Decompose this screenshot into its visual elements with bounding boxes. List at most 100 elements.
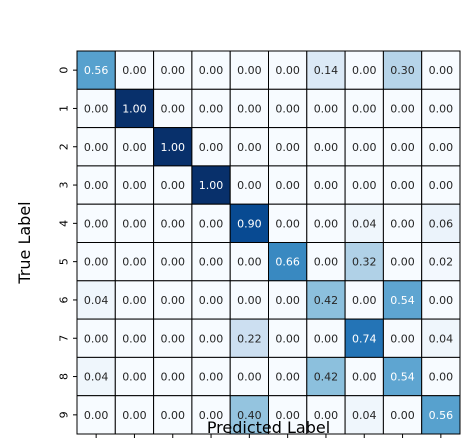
cell-value-label: 0.00 [122, 332, 147, 345]
cell-value-label: 0.00 [352, 141, 377, 154]
heatmap-cell [306, 88, 346, 129]
cell-value-label: 0.00 [122, 217, 147, 230]
cell-value-label: 0.00 [237, 294, 262, 307]
cell-value-label: 0.00 [122, 294, 147, 307]
cell-value-label: 0.90 [237, 217, 262, 230]
heatmap-cell [421, 356, 461, 397]
cell-value-label: 0.00 [199, 64, 224, 77]
y-tick-label: 1 [58, 105, 71, 112]
heatmap-cell [191, 280, 231, 320]
cell-value-label: 0.00 [390, 102, 415, 115]
heatmap-cell [191, 88, 231, 129]
cell-value-label: 0.00 [275, 217, 300, 230]
cell-value-label: 0.74 [352, 332, 377, 345]
cell-value-label: 0.00 [275, 294, 300, 307]
cell-value-label: 1.00 [122, 102, 147, 115]
x-axis-title: Predicted Label [207, 418, 330, 437]
cell-value-label: 0.00 [429, 64, 454, 77]
cell-value-label: 0.00 [390, 217, 415, 230]
cell-value-label: 0.00 [390, 179, 415, 192]
cell-value-label: 0.00 [161, 256, 186, 269]
cell-value-label: 0.04 [352, 409, 377, 422]
y-tick-label: 3 [58, 182, 71, 189]
cell-value-label: 0.00 [199, 256, 224, 269]
cell-value-label: 0.00 [161, 332, 186, 345]
cell-value-label: 0.00 [429, 141, 454, 154]
y-tick-label: 5 [58, 258, 71, 265]
heatmap-cell [306, 203, 346, 243]
cell-value-label: 0.22 [237, 332, 262, 345]
heatmap-cell [344, 88, 384, 129]
heatmap-cell [229, 203, 269, 243]
cell-value-label: 0.00 [161, 102, 186, 115]
heatmap-cell [114, 318, 155, 358]
cell-value-label: 0.00 [161, 179, 186, 192]
heatmap-cell [344, 280, 384, 320]
cell-value-label: 0.00 [314, 217, 339, 230]
cell-value-label: 0.00 [275, 332, 300, 345]
cell-value-label: 0.00 [122, 64, 147, 77]
cell-value-label: 0.00 [275, 102, 300, 115]
cell-value-label: 0.00 [122, 179, 147, 192]
cell-value-label: 0.00 [390, 409, 415, 422]
cell-value-label: 0.00 [161, 371, 186, 384]
cell-value-label: 0.06 [429, 217, 454, 230]
heatmap-cell [229, 318, 269, 358]
cell-value-label: 0.00 [199, 371, 224, 384]
heatmap-cell [382, 88, 423, 129]
cell-value-label: 0.00 [352, 294, 377, 307]
y-tick-label: 0 [58, 67, 71, 74]
heatmap-cell [382, 395, 423, 435]
heatmap-cell [191, 318, 231, 358]
heatmap-cell [421, 395, 461, 435]
cell-value-label: 0.04 [352, 217, 377, 230]
heatmap-cell [191, 242, 231, 282]
cell-value-label: 0.00 [429, 102, 454, 115]
cell-value-label: 0.00 [199, 332, 224, 345]
cell-value-label: 0.00 [314, 332, 339, 345]
heatmap-cell [382, 203, 423, 243]
heatmap-cell [306, 356, 346, 397]
cell-value-label: 0.00 [314, 102, 339, 115]
heatmap-cell [344, 203, 384, 243]
heatmap-cell [306, 165, 346, 205]
heatmap-cell [421, 203, 461, 243]
cell-value-label: 0.00 [275, 409, 300, 422]
cell-value-label: 0.00 [237, 179, 262, 192]
cell-value-label: 0.40 [237, 409, 262, 422]
cell-value-label: 0.00 [429, 371, 454, 384]
cell-value-label: 1.00 [161, 141, 186, 154]
cell-value-label: 0.00 [314, 409, 339, 422]
cell-value-label: 0.00 [199, 102, 224, 115]
cell-value-label: 0.00 [199, 141, 224, 154]
heatmap-cell [153, 318, 193, 358]
cell-value-label: 0.00 [390, 141, 415, 154]
heatmap-cell [421, 165, 461, 205]
cell-value-label: 0.42 [314, 371, 339, 384]
heatmap-cell [421, 127, 461, 167]
heatmap-cell [76, 242, 116, 282]
cell-value-label: 0.00 [275, 141, 300, 154]
heatmap-cell [306, 127, 346, 167]
heatmap-cell [191, 356, 231, 397]
heatmap-cell [344, 318, 384, 358]
cell-value-label: 0.00 [352, 371, 377, 384]
cell-value-label: 0.00 [122, 141, 147, 154]
heatmap-cell [76, 165, 116, 205]
cell-value-label: 0.00 [352, 179, 377, 192]
heatmap-cells: 0.56 0.00 0.00 0.00 0.00 0.00 0.14 0.00 0.30 0.00… [76, 50, 461, 435]
cell-value-label: 0.00 [199, 409, 224, 422]
cell-value-label: 0.04 [84, 294, 109, 307]
y-axis-ticks: 0 1 2 3 4 5 6 7 8 9 [58, 67, 77, 418]
heatmap-cell [344, 50, 384, 90]
heatmap-cell [382, 242, 423, 282]
cell-value-label: 0.04 [429, 332, 454, 345]
cell-value-label: 0.00 [390, 332, 415, 345]
cell-value-label: 0.00 [237, 371, 262, 384]
heatmap-cell [421, 88, 461, 129]
cell-value-label: 0.30 [390, 64, 415, 77]
heatmap-cell [229, 356, 269, 397]
cell-value-label: 0.00 [275, 64, 300, 77]
cell-value-label: 0.00 [237, 102, 262, 115]
